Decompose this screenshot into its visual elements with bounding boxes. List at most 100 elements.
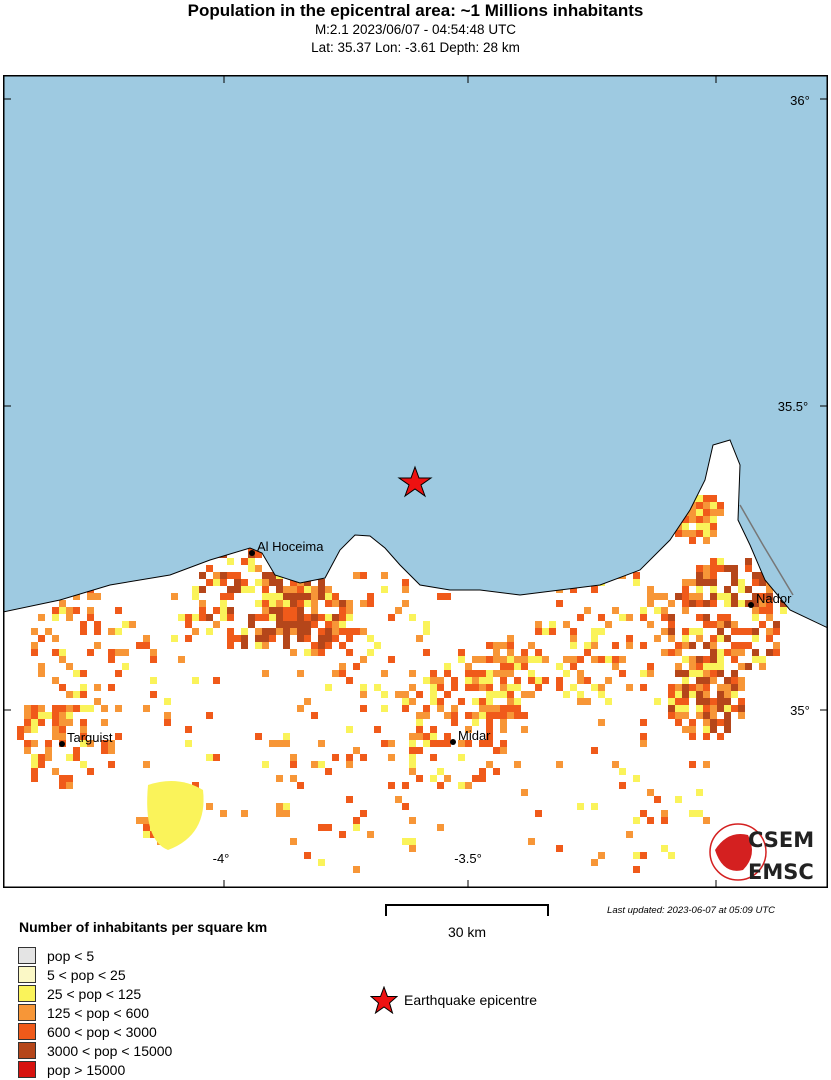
population-cell: [255, 579, 262, 586]
population-cell: [731, 670, 738, 677]
population-cell: [738, 677, 745, 684]
population-cell: [290, 649, 297, 656]
population-cell: [381, 740, 388, 747]
population-cell: [444, 663, 451, 670]
population-cell: [269, 628, 276, 635]
population-cell: [255, 628, 262, 635]
population-cell: [577, 614, 584, 621]
population-cell: [696, 614, 703, 621]
population-cell: [542, 628, 549, 635]
population-cell: [423, 677, 430, 684]
population-cell: [612, 607, 619, 614]
population-cell: [472, 684, 479, 691]
population-cell: [262, 642, 269, 649]
population-cell: [696, 663, 703, 670]
legend-swatch: [18, 947, 36, 964]
population-cell: [689, 726, 696, 733]
population-cell: [710, 677, 717, 684]
population-cell: [143, 824, 150, 831]
population-cell: [647, 663, 654, 670]
epicentre-legend: Earthquake epicentre: [370, 986, 537, 1014]
population-cell: [430, 691, 437, 698]
population-cell: [703, 614, 710, 621]
population-cell: [325, 621, 332, 628]
legend-title: Number of inhabitants per square km: [19, 919, 268, 935]
population-cell: [101, 705, 108, 712]
population-cell: [248, 565, 255, 572]
population-cell: [136, 642, 143, 649]
population-cell: [570, 663, 577, 670]
population-cell: [290, 614, 297, 621]
population-cell: [290, 761, 297, 768]
population-cell: [115, 670, 122, 677]
population-cell: [486, 761, 493, 768]
population-cell: [507, 663, 514, 670]
population-cell: [661, 614, 668, 621]
population-cell: [682, 677, 689, 684]
population-cell: [143, 831, 150, 838]
population-cell: [402, 579, 409, 586]
population-cell: [486, 705, 493, 712]
population-cell: [661, 607, 668, 614]
population-cell: [276, 586, 283, 593]
population-cell: [689, 530, 696, 537]
population-cell: [206, 712, 213, 719]
population-cell: [353, 663, 360, 670]
star-icon: [370, 986, 398, 1014]
population-cell: [472, 656, 479, 663]
population-cell: [675, 670, 682, 677]
population-cell: [444, 740, 451, 747]
population-cell: [696, 565, 703, 572]
population-cell: [24, 719, 31, 726]
population-cell: [745, 642, 752, 649]
population-cell: [668, 635, 675, 642]
population-cell: [696, 530, 703, 537]
population-cell: [759, 621, 766, 628]
population-cell: [738, 663, 745, 670]
population-cell: [147, 781, 204, 850]
population-cell: [514, 677, 521, 684]
population-cell: [311, 621, 318, 628]
population-map: 36° 35.5° 35° -4° -3.5° Al Hoceima Nador…: [3, 75, 828, 888]
population-cell: [122, 649, 129, 656]
last-updated: Last updated: 2023-06-07 at 05:09 UTC: [607, 905, 775, 916]
population-cell: [318, 761, 325, 768]
population-cell: [773, 649, 780, 656]
population-cell: [220, 600, 227, 607]
lat-tick-35-5: 35.5°: [778, 399, 809, 414]
population-cell: [640, 719, 647, 726]
population-cell: [556, 663, 563, 670]
population-cell: [563, 621, 570, 628]
population-cell: [311, 642, 318, 649]
population-cell: [570, 586, 577, 593]
population-cell: [717, 635, 724, 642]
population-cell: [346, 677, 353, 684]
population-cell: [59, 726, 66, 733]
population-cell: [696, 593, 703, 600]
population-cell: [276, 628, 283, 635]
population-cell: [346, 628, 353, 635]
population-cell: [444, 670, 451, 677]
population-cell: [206, 628, 213, 635]
population-cell: [486, 670, 493, 677]
population-cell: [640, 733, 647, 740]
population-cell: [409, 733, 416, 740]
population-cell: [731, 593, 738, 600]
population-cell: [647, 586, 654, 593]
population-cell: [717, 649, 724, 656]
population-cell: [465, 677, 472, 684]
population-cell: [262, 593, 269, 600]
population-cell: [577, 670, 584, 677]
population-cell: [682, 726, 689, 733]
population-cell: [297, 586, 304, 593]
population-cell: [318, 586, 325, 593]
population-cell: [731, 656, 738, 663]
population-cell: [423, 705, 430, 712]
population-cell: [318, 642, 325, 649]
population-cell: [717, 621, 724, 628]
population-cell: [94, 621, 101, 628]
population-cell: [591, 628, 598, 635]
population-cell: [423, 628, 430, 635]
population-cell: [717, 656, 724, 663]
population-cell: [528, 691, 535, 698]
